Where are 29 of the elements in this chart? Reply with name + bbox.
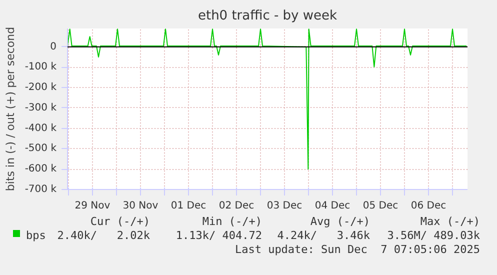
chart-title: eth0 traffic - by week (198, 8, 338, 24)
y-tick-label: -600 k (24, 164, 57, 175)
y-tick-label: -400 k (24, 122, 57, 134)
text: Cur (-/+) (89, 214, 150, 230)
x-tick-label: 02 Dec (218, 200, 254, 212)
x-tick-label: 04 Dec (314, 200, 350, 212)
x-tick-label: 05 Dec (362, 200, 398, 212)
text: Max (-/+) (419, 214, 480, 230)
x-tick-label: 29 Nov (74, 200, 110, 212)
x-tick-label: 06 Dec (410, 200, 446, 212)
y-tick-label: -500 k (24, 143, 57, 154)
x-tick-label: 01 Dec (170, 200, 206, 212)
text: Last update: Sun Dec 7 07:05:06 2025 (234, 242, 480, 258)
x-tick-label: 30 Nov (122, 200, 158, 212)
text: 3.56M/ 489.03k (386, 228, 480, 244)
text: 1.13k/ 404.72 (174, 228, 262, 244)
y-tick-label: -700 k (24, 184, 57, 195)
x-tick-label: 03 Dec (266, 200, 302, 212)
y-tick-label: -200 k (24, 82, 57, 94)
line-series (68, 28, 467, 170)
y-tick-label: 0 (50, 41, 57, 52)
text: 2.40k/ 2.02k (57, 229, 150, 242)
legend-label: bps (26, 228, 46, 244)
text: Min (-/+) (201, 214, 262, 230)
y-tick-label: -300 k (24, 102, 57, 114)
y-axis-title: bits in (-) / out (+) per second (4, 26, 17, 192)
text: Avg (-/+) (310, 215, 370, 228)
y-tick-label: -100 k (24, 62, 57, 73)
text: 4.24k/ 3.46k (277, 229, 370, 242)
